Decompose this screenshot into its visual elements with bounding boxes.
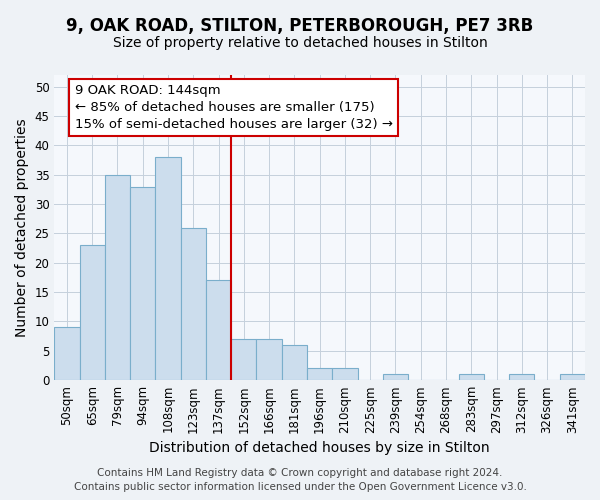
- Bar: [383, 374, 408, 380]
- Bar: [155, 157, 181, 380]
- Bar: [54, 328, 80, 380]
- Bar: [206, 280, 231, 380]
- Bar: [307, 368, 332, 380]
- Bar: [181, 228, 206, 380]
- Text: Contains HM Land Registry data © Crown copyright and database right 2024.
Contai: Contains HM Land Registry data © Crown c…: [74, 468, 526, 492]
- Bar: [282, 345, 307, 380]
- Text: Size of property relative to detached houses in Stilton: Size of property relative to detached ho…: [113, 36, 487, 50]
- Bar: [105, 175, 130, 380]
- Bar: [458, 374, 484, 380]
- Y-axis label: Number of detached properties: Number of detached properties: [15, 118, 29, 337]
- Text: 9 OAK ROAD: 144sqm
← 85% of detached houses are smaller (175)
15% of semi-detach: 9 OAK ROAD: 144sqm ← 85% of detached hou…: [74, 84, 392, 131]
- Bar: [509, 374, 535, 380]
- Bar: [256, 339, 282, 380]
- Bar: [560, 374, 585, 380]
- Bar: [231, 339, 256, 380]
- Bar: [130, 186, 155, 380]
- Bar: [80, 245, 105, 380]
- X-axis label: Distribution of detached houses by size in Stilton: Distribution of detached houses by size …: [149, 441, 490, 455]
- Bar: [332, 368, 358, 380]
- Text: 9, OAK ROAD, STILTON, PETERBOROUGH, PE7 3RB: 9, OAK ROAD, STILTON, PETERBOROUGH, PE7 …: [67, 18, 533, 36]
